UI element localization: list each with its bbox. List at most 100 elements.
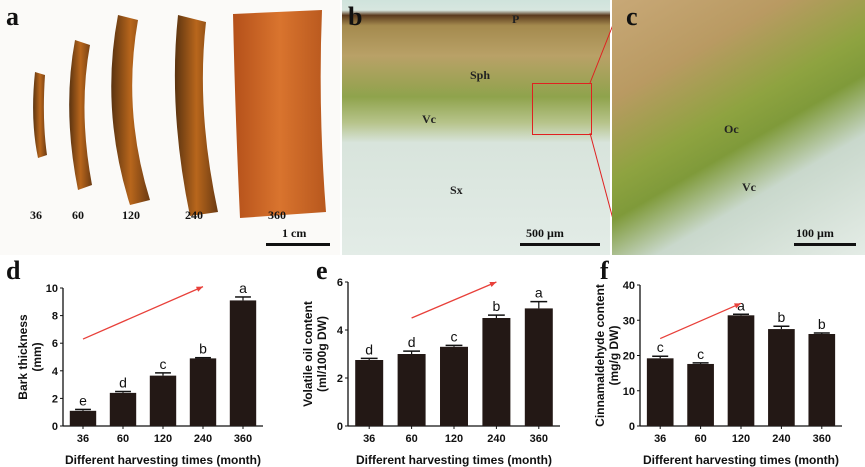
- chart-f-y-tick-label: 10: [623, 386, 635, 398]
- chart-d-bar-240: [189, 358, 217, 426]
- scale-bar-label: 500 µm: [526, 226, 564, 240]
- chart-e-x-tick-label: 120: [445, 433, 463, 445]
- scale-bar-label: 100 µm: [796, 226, 834, 240]
- chart-e-bar-360: [524, 308, 553, 426]
- chart-e-trend-arrow: [411, 281, 497, 319]
- tissue-label-vc: Vc: [742, 180, 756, 194]
- scale-bar: [794, 243, 856, 246]
- chart-f-trend-arrow: [659, 302, 742, 340]
- chart-e-x-tick-label: 60: [405, 433, 417, 445]
- chart-f-y-tick-label: 30: [623, 315, 635, 327]
- chart-f-significance-label: b: [818, 316, 826, 332]
- chart-d-trend-arrow: [82, 286, 204, 340]
- chart-e-significance-label: c: [451, 328, 458, 344]
- chart-e-significance-label: d: [365, 341, 373, 357]
- chart-e-significance-label: a: [535, 285, 543, 301]
- panel-a-bark-photo: a 36 60 120 240 360 1 cm: [0, 0, 340, 255]
- chart-f-bar-360: [808, 333, 836, 426]
- chart-f-x-axis-label: Different harvesting times (month): [643, 453, 839, 467]
- sample-label-120: 120: [122, 208, 140, 222]
- chart-e-significance-label: d: [408, 334, 416, 350]
- chart-f-bar-240: [768, 329, 795, 426]
- sample-label-60: 60: [72, 208, 84, 222]
- chart-d-significance-label: d: [119, 375, 127, 391]
- chart-d-y-tick-label: 10: [46, 283, 58, 295]
- sample-label-240: 240: [185, 208, 203, 222]
- tissue-label-sph: Sph: [470, 68, 491, 82]
- chart-d-significance-label: b: [199, 341, 207, 357]
- chart-d-x-tick-label: 60: [117, 433, 129, 445]
- chart-e-y-tick-label: 0: [337, 421, 343, 433]
- chart-d-bar-120: [149, 375, 177, 426]
- chart-d-x-axis-label: Different harvesting times (month): [65, 453, 261, 467]
- panel-label-a: a: [6, 2, 19, 31]
- scale-bar: [266, 243, 330, 246]
- chart-e-y-axis-label: Volatile oil content: [301, 301, 315, 407]
- chart-e-x-tick-label: 240: [487, 433, 505, 445]
- chart-f-y-tick-label: 40: [623, 280, 635, 292]
- chart-d-x-tick-label: 240: [194, 433, 212, 445]
- bark-sample-36: [33, 72, 47, 158]
- zoom-region-box: [532, 83, 592, 135]
- chart-e-x-tick-label: 360: [530, 433, 548, 445]
- chart-d-bar-360: [229, 300, 257, 426]
- chart-f-x-tick-label: 360: [813, 433, 831, 445]
- tissue-label-sx: Sx: [450, 183, 463, 197]
- chart-d-significance-label: e: [79, 392, 87, 408]
- sample-label-360: 360: [268, 208, 286, 222]
- bark-sample-360: [233, 10, 326, 218]
- panel-label-c: c: [626, 2, 638, 31]
- chart-d-y-tick-label: 2: [52, 393, 58, 405]
- chart-d-significance-label: c: [160, 356, 167, 372]
- chart-e-y-axis-label: (ml/100g DW): [315, 316, 329, 392]
- scale-bar-label: 1 cm: [282, 226, 307, 240]
- chart-d-trend-arrowhead: [196, 286, 203, 292]
- chart-d-y-tick-label: 4: [52, 366, 59, 378]
- chart-e-y-tick-label: 2: [337, 373, 343, 385]
- chart-d-y-axis-label: Bark thickness: [16, 314, 30, 400]
- chart-f-x-tick-label: 60: [694, 433, 706, 445]
- chart-e-x-tick-label: 36: [363, 433, 375, 445]
- chart-d-y-tick-label: 6: [52, 338, 58, 350]
- tissue-label-oc: Oc: [724, 122, 739, 136]
- chart-d-bar-36: [69, 410, 97, 426]
- chart-f-y-tick-label: 0: [629, 421, 635, 433]
- chart-f-y-axis-label: (mg/g DW): [607, 326, 621, 386]
- chart-f-significance-label: c: [697, 346, 704, 362]
- panel-label-d: d: [6, 256, 21, 285]
- chart-f-bar-36: [646, 358, 674, 426]
- bark-sample-120: [111, 15, 150, 205]
- chart-e-y-tick-label: 6: [337, 277, 343, 289]
- chart-f-x-tick-label: 120: [732, 433, 750, 445]
- chart-f-y-tick-label: 20: [623, 351, 635, 363]
- chart-f-x-tick-label: 36: [654, 433, 666, 445]
- chart-e-bar-36: [355, 360, 384, 426]
- chart-e-bar-60: [397, 354, 426, 426]
- chart-f-bar-60: [687, 363, 714, 426]
- scale-bar: [520, 243, 600, 246]
- tissue-label-p: P: [512, 12, 520, 26]
- chart-f-significance-label: a: [737, 297, 745, 313]
- chart-d-y-tick-label: 8: [52, 311, 58, 323]
- chart-f-x-tick-label: 240: [772, 433, 790, 445]
- chart-f-bar-120: [727, 315, 755, 426]
- chart-d-significance-label: a: [239, 280, 247, 296]
- chart-f-trend-arrowhead: [734, 303, 741, 309]
- panel-label-e: e: [316, 256, 328, 285]
- panel-b-micrograph: b P Sph Vc Sx 500 µm: [342, 0, 610, 255]
- panel-label-f: f: [600, 256, 609, 285]
- panel-c-micrograph-detail: c Oc Vc 100 µm: [612, 0, 865, 255]
- chart-d-x-tick-label: 36: [77, 433, 89, 445]
- chart-e-y-tick-label: 4: [337, 325, 344, 337]
- chart-e-significance-label: b: [493, 298, 501, 314]
- chart-d-bar-60: [109, 392, 137, 426]
- chart-d-y-axis-label: (mm): [30, 342, 44, 371]
- bark-samples: [33, 10, 326, 218]
- chart-d-y-tick-label: 0: [52, 421, 58, 433]
- chart-f-significance-label: c: [657, 339, 664, 355]
- chart-d-x-tick-label: 360: [234, 433, 252, 445]
- chart-f-y-axis-label: Cinnamaldehyde content: [593, 284, 607, 427]
- chart-f-significance-label: b: [778, 309, 786, 325]
- chart-e-trend-arrowhead: [489, 282, 497, 288]
